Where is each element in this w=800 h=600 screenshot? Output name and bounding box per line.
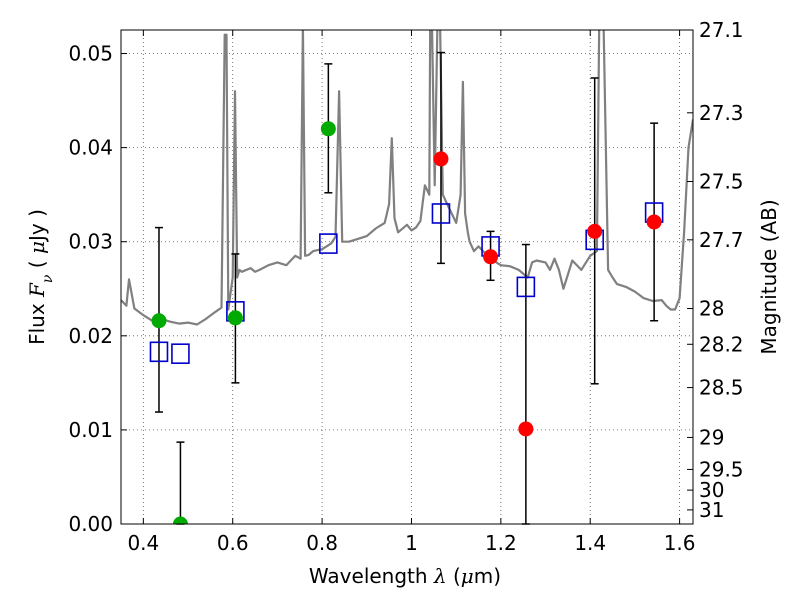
observed-point-green — [151, 313, 167, 329]
x-axis-label: Wavelength λ (μm) — [309, 564, 501, 588]
right-tick-label: 28 — [699, 297, 724, 321]
x-tick-label: 1 — [405, 531, 418, 555]
model-square — [149, 341, 169, 363]
observed-point-red — [433, 151, 449, 167]
model-square — [171, 343, 190, 364]
x-tick-label: 1.6 — [664, 531, 696, 555]
right-tick-label: 29 — [699, 425, 724, 449]
right-tick-label: 27.3 — [699, 101, 744, 125]
observed-point-green — [320, 121, 336, 137]
right-tick-label: 27.7 — [699, 228, 744, 252]
spectrum-layer — [121, 30, 693, 326]
model-square — [319, 233, 338, 254]
x-tick-label: 1.4 — [574, 531, 606, 555]
observed-point-red — [587, 223, 603, 239]
y-tick-label: 0.00 — [68, 512, 113, 536]
observed-point-green — [227, 310, 243, 326]
x-tick-label: 0.8 — [306, 531, 338, 555]
right-axis-label: Magnitude (AB) — [757, 199, 781, 354]
right-tick-label: 31 — [699, 498, 724, 522]
plot-frame — [120, 29, 694, 525]
y-axis-label: Flux Fν ( μJy ) — [25, 209, 56, 345]
x-tick-label: 1.2 — [485, 531, 517, 555]
y-tick-label: 0.01 — [68, 418, 113, 442]
spectrum-line — [121, 30, 693, 326]
observed-point-layer — [151, 121, 662, 524]
y-tick-label: 0.02 — [68, 324, 113, 348]
y-axis-ticks: 0.00 0.01 0.02 0.03 0.04 0.05 — [68, 42, 127, 536]
plot-background — [121, 30, 693, 524]
right-tick-label: 30 — [699, 478, 724, 502]
observed-point-green — [172, 516, 188, 524]
observed-point-red — [518, 421, 534, 437]
right-tick-label: 27.5 — [699, 169, 744, 193]
observed-point-red — [646, 214, 662, 230]
y-tick-label: 0.05 — [68, 42, 113, 66]
x-axis-ticks: 0.4 0.6 0.8 1 1.2 1.4 1.6 — [127, 30, 696, 555]
x-tick-label: 0.6 — [217, 531, 249, 555]
right-tick-label: 29.5 — [699, 457, 744, 481]
x-tick-label: 0.4 — [127, 531, 159, 555]
right-tick-label: 28.2 — [699, 332, 744, 356]
observed-point-red — [483, 249, 499, 265]
model-square — [431, 203, 451, 224]
model-square — [516, 276, 536, 298]
y-tick-label: 0.04 — [68, 136, 113, 160]
y-tick-label: 0.03 — [68, 230, 113, 254]
right-tick-label: 27.1 — [699, 18, 744, 42]
right-tick-label: 28.5 — [699, 376, 744, 400]
